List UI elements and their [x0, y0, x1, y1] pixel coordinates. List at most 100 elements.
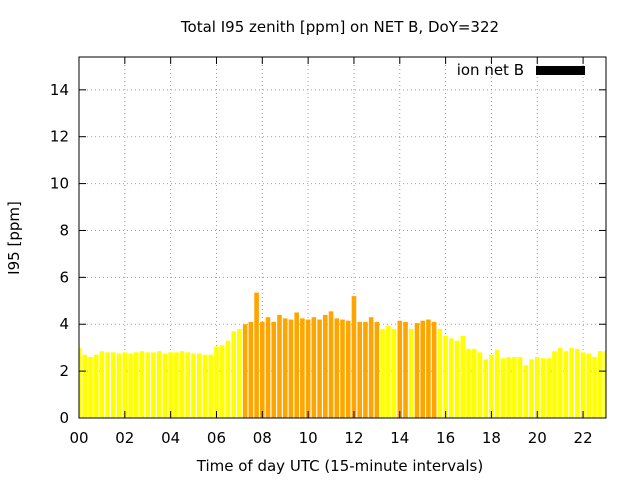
bar [300, 318, 305, 418]
bar [311, 317, 317, 418]
bar [592, 357, 597, 418]
bar [489, 354, 494, 418]
bar [391, 328, 397, 418]
bar [506, 357, 511, 418]
bar [471, 348, 477, 418]
bar [466, 348, 471, 418]
y-tick-label: 2 [59, 362, 69, 380]
y-tick-label: 4 [59, 315, 69, 333]
bar [208, 354, 214, 418]
bar [168, 352, 173, 418]
legend: ion net B [457, 61, 585, 79]
chart-title: Total I95 zenith [ppm] on NET B, DoY=322 [180, 18, 499, 36]
bar [139, 351, 145, 418]
bar [517, 357, 523, 418]
y-tick-label: 10 [50, 175, 69, 193]
bar [557, 347, 563, 418]
bar [231, 331, 236, 418]
x-tick-label: 06 [207, 429, 226, 447]
bar [294, 312, 299, 418]
bars [79, 292, 606, 418]
legend-swatch [536, 66, 585, 75]
bar [374, 321, 380, 418]
x-axis-title: Time of day UTC (15-minute intervals) [196, 457, 483, 475]
bar [156, 351, 162, 418]
legend-label: ion net B [457, 61, 524, 79]
bar [328, 311, 334, 418]
bar [248, 321, 254, 418]
x-tick-label: 12 [344, 429, 363, 447]
bar [534, 357, 540, 418]
bar [420, 320, 425, 418]
bar [494, 350, 500, 418]
y-tick-label: 8 [59, 221, 69, 239]
bar [202, 354, 208, 418]
axis-ticks [78, 57, 606, 419]
bar [128, 353, 133, 418]
y-tick-label: 14 [50, 81, 69, 99]
bar [242, 324, 248, 418]
bar [563, 351, 569, 418]
bar [277, 314, 282, 418]
plot-frame [78, 56, 607, 419]
bar [214, 346, 219, 418]
bar [145, 352, 151, 418]
bar [454, 340, 460, 418]
bar [174, 352, 179, 418]
bar [179, 351, 185, 418]
bar [380, 328, 385, 418]
bar [254, 292, 259, 418]
bar [133, 352, 139, 418]
bar [597, 351, 603, 418]
bar [443, 335, 448, 418]
bar [414, 323, 420, 418]
y-tick-labels: 0 2 4 6 8 10 12 14 [50, 81, 69, 427]
y-tick-label: 0 [59, 409, 69, 427]
bar [191, 353, 196, 418]
x-tick-labels: 00 02 04 06 08 10 12 14 16 18 20 22 [69, 429, 592, 447]
x-tick-label: 22 [574, 429, 593, 447]
x-tick-label: 10 [299, 429, 318, 447]
bar [99, 351, 105, 418]
bar [79, 347, 82, 418]
bar [512, 357, 517, 418]
bar [437, 328, 443, 418]
x-tick-label: 04 [161, 429, 180, 447]
bar [529, 359, 534, 418]
bar [93, 354, 99, 418]
bar [368, 317, 374, 418]
bar [363, 321, 368, 418]
bar [340, 319, 345, 418]
bar [540, 358, 546, 418]
bar [105, 352, 110, 418]
bar [317, 319, 322, 418]
y-axis-title: I95 [ppm] [5, 201, 23, 275]
bar [162, 353, 168, 418]
bar [323, 314, 328, 418]
y-tick-label: 6 [59, 268, 69, 286]
bar [82, 354, 88, 418]
bar [122, 352, 128, 418]
x-tick-label: 16 [436, 429, 455, 447]
bar [586, 353, 592, 418]
y-tick-label: 12 [50, 128, 69, 146]
bar [357, 321, 362, 418]
bar [500, 358, 506, 418]
bar [483, 359, 488, 418]
bar [111, 352, 116, 418]
bar [603, 351, 606, 418]
bar [282, 318, 288, 418]
bar [197, 353, 202, 418]
bar [546, 358, 552, 418]
x-tick-label: 18 [482, 429, 501, 447]
bar [288, 319, 294, 418]
bar [260, 321, 265, 418]
bar [477, 352, 483, 418]
bar [237, 328, 242, 418]
x-tick-label: 08 [253, 429, 272, 447]
bar [552, 351, 557, 418]
bar [351, 296, 357, 418]
bar [449, 338, 454, 418]
bar [116, 353, 122, 418]
